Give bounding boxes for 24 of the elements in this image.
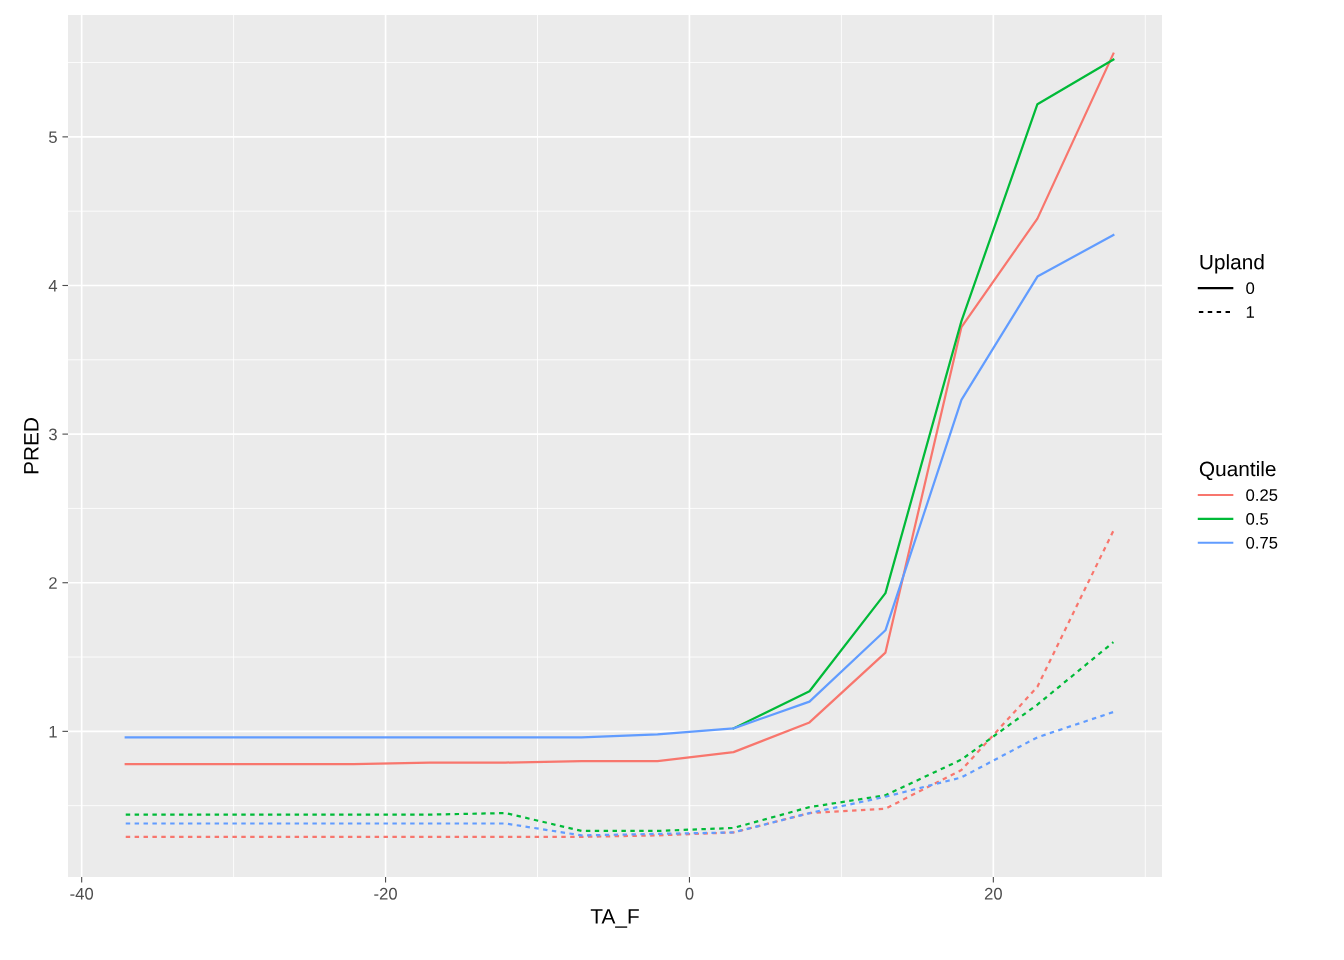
y-axis-title: PRED: [24, 418, 39, 474]
x-tick-label: 20: [984, 887, 1002, 900]
y-tick-label: 1: [49, 725, 57, 738]
y-tick-label: 5: [48, 131, 57, 144]
line-series: [124, 710, 1115, 837]
legend-label: 0.75: [1246, 536, 1278, 549]
line-series: [124, 529, 1115, 838]
y-tick-label: 3: [48, 428, 57, 441]
x-tick-label: -40: [70, 887, 94, 900]
y-tick-label: 4: [48, 280, 58, 292]
line-series: [124, 233, 1115, 739]
text: Quantile: [1199, 461, 1276, 481]
y-tick-label: 2: [49, 577, 57, 589]
text: Upland: [1200, 254, 1264, 274]
legend-label: 0.5: [1246, 513, 1269, 525]
line-series: [732, 58, 1115, 730]
text: 1: [1246, 306, 1254, 318]
line-series: [124, 52, 1115, 766]
x-tick-label: -20: [374, 887, 397, 900]
x-axis-title: TA_F: [590, 909, 639, 928]
line-series: [124, 641, 1115, 833]
x-tick-label: 0: [685, 887, 694, 900]
text: 0: [1246, 282, 1255, 295]
legend-label: 0.25: [1246, 489, 1278, 501]
